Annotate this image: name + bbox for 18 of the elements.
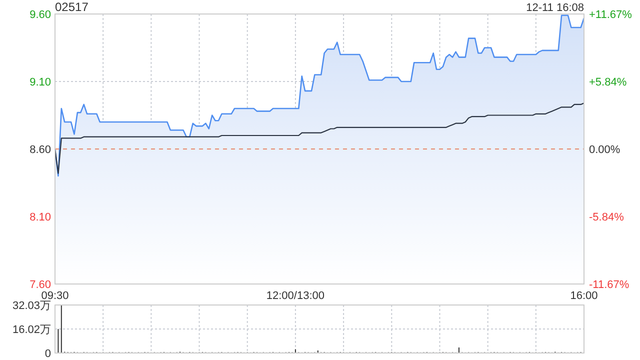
x-tick-label: 09:30 [41,290,69,302]
y-tick-label: 0 [44,348,51,360]
chart-title: 02517 [55,0,89,14]
x-tick-label: 12:00/13:00 [266,290,325,302]
y-tick-label: 32.03万 [12,300,51,312]
y2-tick-label: 0.00% [589,144,620,156]
y-tick-label: 9.60 [30,9,51,21]
y2-tick-label: +5.84% [589,76,627,88]
y-tick-label: 9.10 [30,76,51,88]
y2-tick-label: -11.67% [589,279,630,291]
y-tick-label: 8.10 [30,212,51,224]
x-tick-label: 16:00 [570,290,598,302]
y2-tick-label: +11.67% [589,9,632,21]
annotation: 12-11 16:08 [526,2,584,14]
y-tick-label: 8.60 [30,144,51,156]
y2-tick-label: -5.84% [589,212,624,224]
y-tick-label: 7.60 [30,279,51,291]
y-tick-label: 16.02万 [12,324,51,336]
